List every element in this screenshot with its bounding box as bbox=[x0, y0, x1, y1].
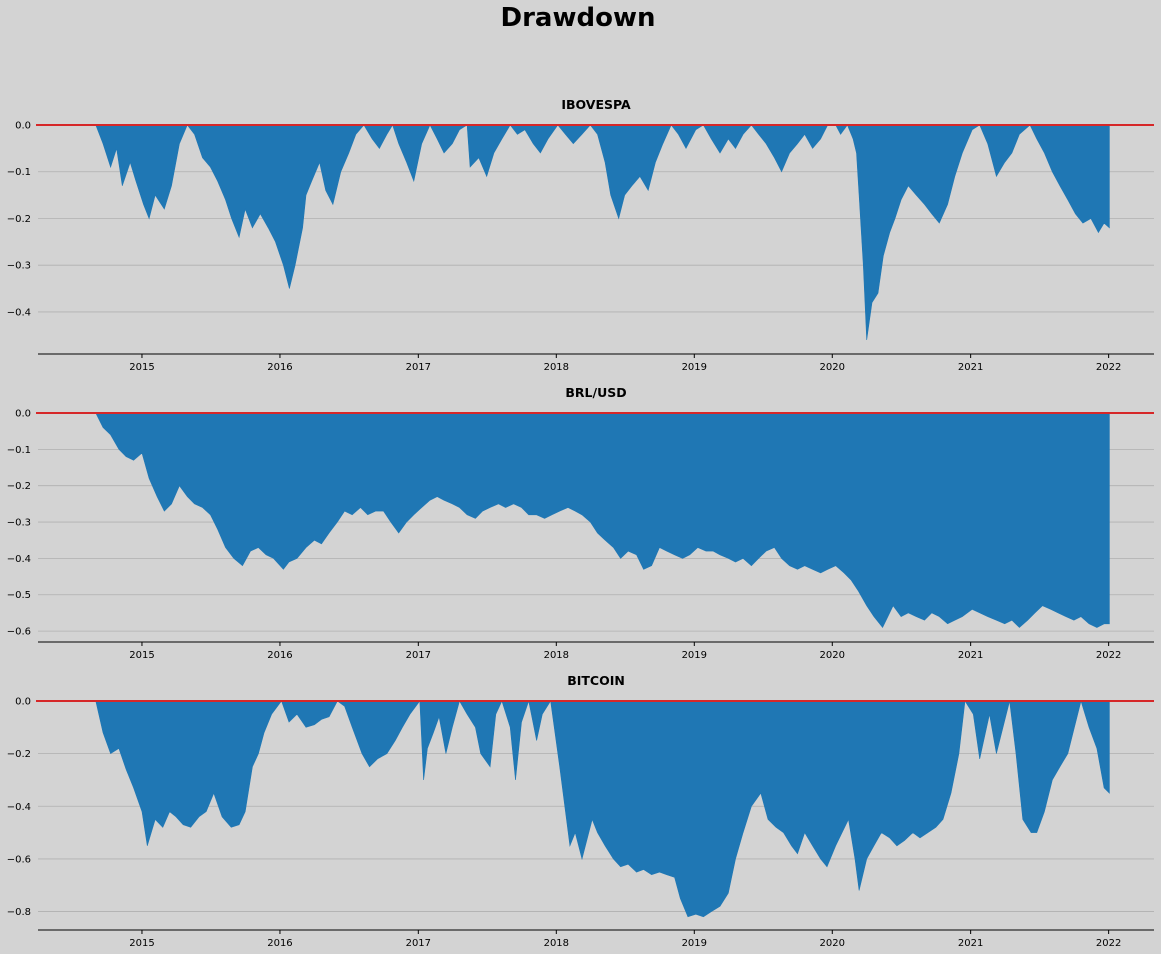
y-tick-label: −0.3 bbox=[7, 261, 31, 272]
x-tick-label: 2019 bbox=[682, 362, 707, 373]
x-tick-label: 2018 bbox=[544, 938, 569, 949]
x-tick-label: 2015 bbox=[129, 650, 154, 661]
x-tick-label: 2022 bbox=[1096, 938, 1121, 949]
y-tick-label: −0.3 bbox=[7, 518, 31, 529]
y-tick-label: 0.0 bbox=[15, 409, 31, 420]
panels: IBOVESPA 0.0 −0.1 −0.2 −0.3 −0.4 2015 2016 2017 2… bbox=[7, 97, 1154, 949]
panel-title: BRL/USD bbox=[565, 385, 626, 400]
x-tick-label: 2016 bbox=[267, 650, 292, 661]
panel-ibovespa: IBOVESPA 0.0 −0.1 −0.2 −0.3 −0.4 2015 2016 2017 2… bbox=[7, 97, 1154, 373]
x-tick-label: 2017 bbox=[406, 938, 431, 949]
panel-title: IBOVESPA bbox=[561, 97, 631, 112]
y-tick-label: −0.2 bbox=[7, 214, 31, 225]
x-tick-label: 2021 bbox=[958, 362, 983, 373]
x-tick-label: 2022 bbox=[1096, 650, 1121, 661]
x-tick-label: 2019 bbox=[682, 938, 707, 949]
panel-bitcoin: BITCOIN 0.0 −0.2 −0.4 −0.6 −0.8 2015 2016 2017 20… bbox=[7, 673, 1154, 949]
drawdown-area bbox=[95, 412, 1110, 629]
y-tick-label: −0.2 bbox=[7, 749, 31, 760]
x-tick-label: 2017 bbox=[406, 362, 431, 373]
y-tick-label: 0.0 bbox=[15, 697, 31, 708]
y-tick-label: 0.0 bbox=[15, 121, 31, 132]
drawdown-area bbox=[95, 699, 1110, 918]
x-tick-label: 2020 bbox=[820, 938, 845, 949]
x-tick-label: 2016 bbox=[267, 362, 292, 373]
figure-title: Drawdown bbox=[501, 3, 656, 33]
y-tick-label: −0.4 bbox=[7, 802, 31, 813]
x-tick-label: 2015 bbox=[129, 938, 154, 949]
x-tick-label: 2018 bbox=[544, 650, 569, 661]
x-tick-label: 2015 bbox=[129, 362, 154, 373]
x-tick-label: 2018 bbox=[544, 362, 569, 373]
drawdown-area bbox=[95, 124, 1110, 341]
x-tick-label: 2017 bbox=[406, 650, 431, 661]
x-tick-label: 2020 bbox=[820, 362, 845, 373]
x-tick-label: 2021 bbox=[958, 938, 983, 949]
y-tick-label: −0.6 bbox=[7, 627, 31, 638]
y-tick-label: −0.4 bbox=[7, 554, 31, 565]
y-tick-label: −0.6 bbox=[7, 854, 31, 865]
y-tick-label: −0.4 bbox=[7, 307, 31, 318]
panel-title: BITCOIN bbox=[567, 673, 625, 688]
x-tick-label: 2019 bbox=[682, 650, 707, 661]
x-tick-label: 2021 bbox=[958, 650, 983, 661]
y-tick-label: −0.1 bbox=[7, 167, 31, 178]
x-tick-label: 2022 bbox=[1096, 362, 1121, 373]
y-tick-label: −0.5 bbox=[7, 590, 31, 601]
y-tick-label: −0.2 bbox=[7, 481, 31, 492]
x-tick-label: 2016 bbox=[267, 938, 292, 949]
y-tick-label: −0.1 bbox=[7, 445, 31, 456]
panel-brl-usd: BRL/USD 0.0 −0.1 −0.2 −0.3 −0.4 −0.5 −0.6 2015 20… bbox=[7, 385, 1154, 661]
x-tick-label: 2020 bbox=[820, 650, 845, 661]
y-tick-label: −0.8 bbox=[7, 907, 31, 918]
